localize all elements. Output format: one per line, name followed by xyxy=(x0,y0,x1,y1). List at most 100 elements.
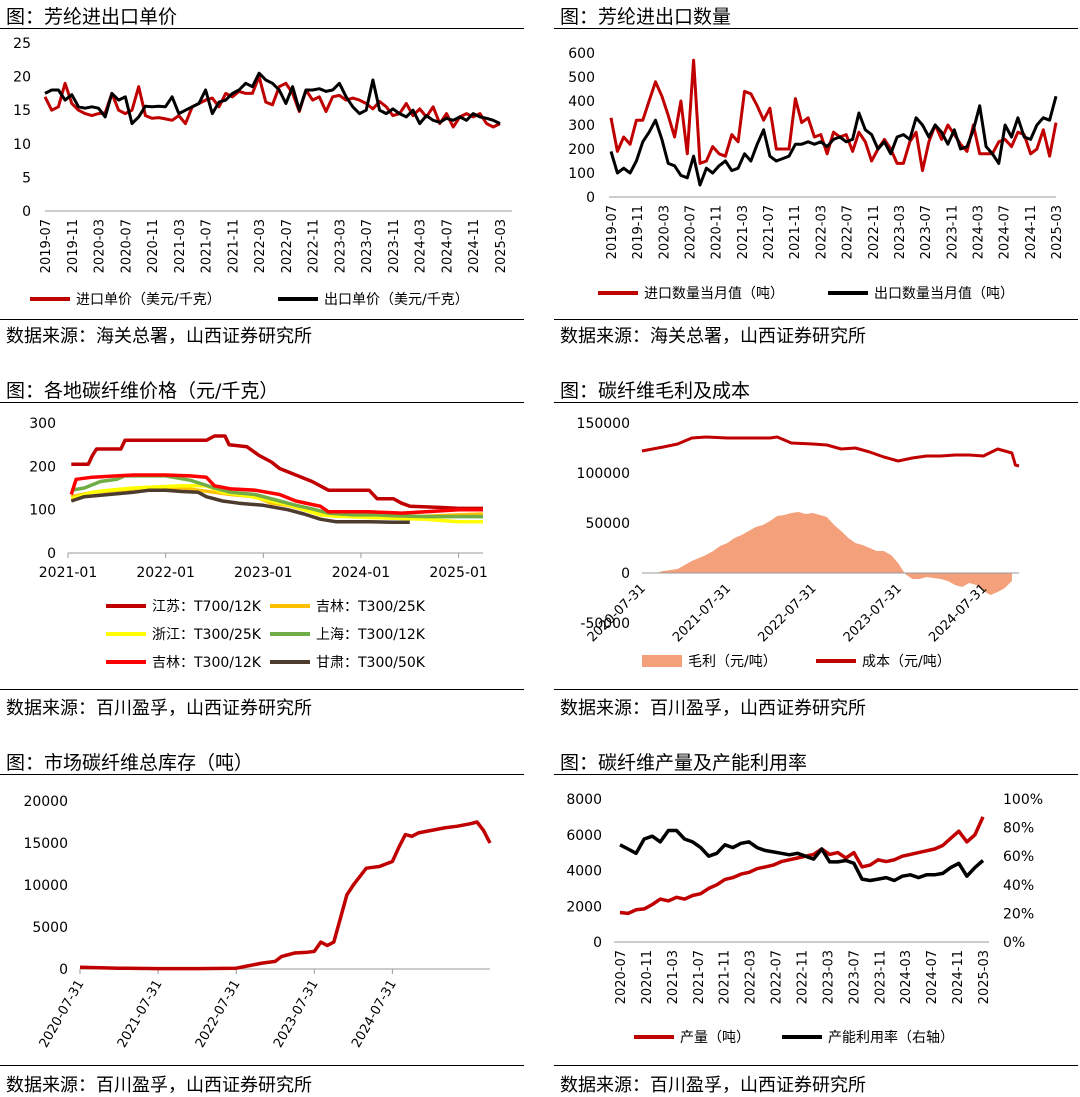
y-tick-label: 100 xyxy=(29,503,56,519)
legend-label: 出口单价（美元/千克） xyxy=(324,292,469,308)
x-tick-label: 2024-11 xyxy=(951,950,966,1004)
y2-tick-label: 40% xyxy=(1003,878,1034,894)
legend-label: 进口数量当月值（吨） xyxy=(644,286,784,302)
x-tick-label: 2022-01 xyxy=(136,565,195,581)
chart-frame: 0 100 200 300 2021-01 2022-01 2023-01 2024-01 20… xyxy=(0,402,524,690)
x-tick-label: 2022-11 xyxy=(867,205,882,259)
x-tick-label: 2020-11 xyxy=(146,219,161,273)
x-tick-label: 2020-03 xyxy=(93,219,108,273)
price-line-5 xyxy=(70,488,410,524)
y-tick-label: -50000 xyxy=(580,616,630,632)
x-tick-label: 2020-07 xyxy=(119,219,134,273)
x-tick-label: 2024-11 xyxy=(467,219,482,273)
chart-svg: 0 100 200 300 400 500 600 2019-07 2019-11 2020-03… xyxy=(568,46,1065,302)
x-tick-label: 2020-11 xyxy=(710,205,725,259)
utilization-line xyxy=(619,828,985,883)
y-tick-label: 15000 xyxy=(23,836,68,852)
x-tick-label: 2024-01 xyxy=(332,565,391,581)
y-tick-label: 0 xyxy=(586,190,595,206)
x-tick-label: 2021-07-31 xyxy=(115,978,166,1051)
y-tick-label: 15 xyxy=(13,103,31,119)
x-tick-label: 2023-07-31 xyxy=(271,978,322,1051)
chart-title: 图：芳纶进出口数量 xyxy=(560,6,732,28)
x-tick-label: 2022-07-31 xyxy=(193,978,244,1051)
x-tick-label: 2020-07 xyxy=(684,205,699,259)
y-tick-label: 8000 xyxy=(566,792,602,808)
x-tick-label: 2020-11 xyxy=(640,950,655,1004)
y-tick-label: 5 xyxy=(22,170,31,186)
chart-frame: -50000 0 50000 100000 150000 2020-07-31 2021-0… xyxy=(554,402,1078,690)
y-tick-label: 200 xyxy=(568,142,595,158)
x-tick-label: 2021-07-31 xyxy=(670,581,734,645)
chart-title: 图：芳纶进出口单价 xyxy=(6,6,178,28)
x-tick-label: 2019-07 xyxy=(605,205,620,259)
y-tick-label: 100 xyxy=(568,166,595,182)
x-tick-label: 2023-03 xyxy=(333,219,348,273)
x-tick-label: 2022-07-31 xyxy=(756,581,820,645)
chart-svg: -50000 0 50000 100000 150000 2020-07-31 2021-0… xyxy=(577,416,1020,670)
price-line-3 xyxy=(71,474,483,519)
x-tick-label: 2019-11 xyxy=(66,219,81,273)
y-tick-label: 20000 xyxy=(23,794,68,810)
x-tick-label: 2021-03 xyxy=(666,950,681,1004)
x-tick-label: 2023-03 xyxy=(893,205,908,259)
source-note: 数据来源：百川盈孚，山西证券研究所 xyxy=(6,698,312,719)
legend-label: 出口数量当月值（吨） xyxy=(874,286,1014,302)
x-tick-label: 2024-11 xyxy=(1024,205,1039,259)
y-tick-label: 400 xyxy=(568,94,595,110)
x-tick-label: 2022-03 xyxy=(744,950,759,1004)
y-tick-label: 20 xyxy=(13,70,31,86)
y-tick-label: 150000 xyxy=(577,416,630,432)
x-tick-label: 2021-01 xyxy=(39,565,98,581)
x-tick-label: 2020-03 xyxy=(657,205,672,259)
y2-tick-label: 0% xyxy=(1003,935,1025,951)
x-tick-label: 2022-11 xyxy=(796,950,811,1004)
x-tick-label: 2023-07-31 xyxy=(841,581,905,645)
y-tick-label: 4000 xyxy=(566,864,602,880)
legend-label: 吉林：T300/12K xyxy=(152,655,262,671)
x-tick-label: 2022-07 xyxy=(841,205,856,259)
y-tick-label: 300 xyxy=(29,416,56,432)
source-note: 数据来源：百川盈孚，山西证券研究所 xyxy=(560,1075,866,1096)
output-line xyxy=(619,816,985,916)
x-tick-label: 2019-11 xyxy=(631,205,646,259)
legend-swatch xyxy=(642,655,682,667)
inventory-line xyxy=(79,820,492,971)
chart-svg: 0 5000 10000 15000 20000 2020-07-31 2021-07-31… xyxy=(23,794,492,1051)
source-note: 数据来源：海关总署，山西证券研究所 xyxy=(6,326,312,347)
y2-tick-label: 80% xyxy=(1003,821,1034,837)
x-tick-label: 2025-03 xyxy=(494,219,509,273)
y-tick-label: 0 xyxy=(593,935,602,951)
x-tick-label: 2024-07-31 xyxy=(349,978,400,1051)
x-tick-label: 2021-07 xyxy=(200,219,215,273)
chart-svg: 0 2000 4000 6000 8000 0% 20% 40% 60% 80% 100% 2020-… xyxy=(566,792,1043,1046)
x-tick-label: 2023-11 xyxy=(873,950,888,1004)
chart-title: 图：市场碳纤维总库存（吨） xyxy=(6,752,254,774)
chart-svg: 0 5 10 15 20 25 2019-07 2019-11 2020-03 2020-07 20… xyxy=(13,36,512,308)
chart-frame: 0 2000 4000 6000 8000 0% 20% 40% 60% 80% 100% 2020-… xyxy=(554,774,1078,1066)
legend-label: 江苏：T700/12K xyxy=(152,599,262,615)
legend-label: 产能利用率（右轴） xyxy=(828,1029,954,1046)
legend-label: 甘肃：T300/50K xyxy=(316,655,426,671)
margin-area xyxy=(642,512,1012,595)
legend-label: 产量（吨） xyxy=(680,1030,750,1046)
y-tick-label: 0 xyxy=(22,204,31,220)
y-tick-label: 0 xyxy=(47,546,56,562)
x-tick-label: 2022-03 xyxy=(814,205,829,259)
legend-label: 浙江：T300/25K xyxy=(152,627,262,643)
legend-label: 毛利（元/吨） xyxy=(688,654,777,670)
y-tick-label: 500 xyxy=(568,70,595,86)
price-line-0 xyxy=(71,434,483,511)
x-tick-label: 2024-07 xyxy=(440,219,455,273)
x-tick-label: 2021-07 xyxy=(692,950,707,1004)
y2-tick-label: 100% xyxy=(1003,792,1043,808)
cost-line xyxy=(641,435,1020,468)
y-tick-label: 200 xyxy=(29,459,56,475)
x-tick-label: 2024-03 xyxy=(414,219,429,273)
legend-label: 吉林：T300/25K xyxy=(316,599,426,615)
y-tick-label: 25 xyxy=(13,36,31,52)
source-note: 数据来源：百川盈孚，山西证券研究所 xyxy=(560,698,866,719)
chart-frame: 0 100 200 300 400 500 600 2019-07 2019-11 2020-03… xyxy=(554,28,1078,320)
y2-tick-label: 60% xyxy=(1003,849,1034,865)
x-tick-label: 2024-07 xyxy=(998,205,1013,259)
